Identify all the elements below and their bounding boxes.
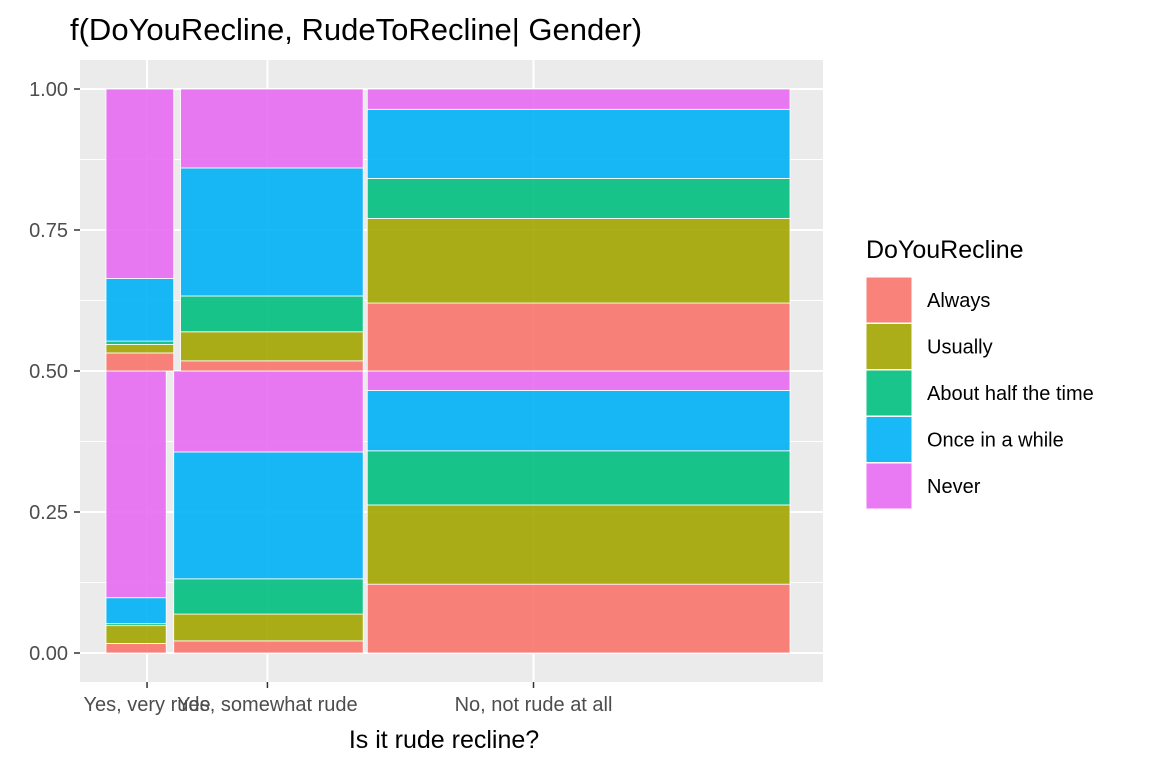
mosaic-tile xyxy=(105,340,175,345)
x-tick-label: Yes, very rude xyxy=(83,694,210,716)
x-axis-title: Is it rude recline? xyxy=(349,726,539,754)
mosaic-tile xyxy=(180,295,364,333)
legend-label: Usually xyxy=(927,337,993,359)
mosaic-tiles xyxy=(105,88,791,654)
y-tick-label: 0.25 xyxy=(29,502,68,524)
mosaic-tile xyxy=(366,218,791,304)
mosaic-tile xyxy=(105,88,175,279)
mosaic-tile xyxy=(366,450,791,506)
mosaic-tile xyxy=(105,370,167,599)
mosaic-tile xyxy=(173,370,364,453)
legend-key xyxy=(865,369,913,417)
mosaic-tile xyxy=(173,578,364,615)
x-tick-label: No, not rude at all xyxy=(455,694,613,716)
legend-key xyxy=(865,276,913,324)
mosaic-tile xyxy=(366,88,791,110)
legend-key xyxy=(865,462,913,510)
mosaic-tile xyxy=(366,177,791,219)
y-axis: 0.00 0.25 0.50 0.75 1.00 xyxy=(29,79,80,665)
mosaic-tile xyxy=(105,597,167,625)
mosaic-tile xyxy=(366,390,791,452)
mosaic-tile xyxy=(366,108,791,179)
y-tick-label: 0.75 xyxy=(29,220,68,242)
legend-key xyxy=(865,323,913,370)
mosaic-tile xyxy=(366,302,791,372)
mosaic-tile xyxy=(105,344,175,354)
y-tick-label: 0.00 xyxy=(29,643,68,665)
legend-title: DoYouRecline xyxy=(866,236,1024,264)
mosaic-tile xyxy=(180,167,364,297)
mosaic-tile xyxy=(105,278,175,342)
legend-label: Never xyxy=(927,476,981,498)
y-tick-label: 1.00 xyxy=(29,79,68,101)
mosaic-tile xyxy=(180,331,364,362)
mosaic-tile xyxy=(366,370,791,391)
legend-label: Always xyxy=(927,290,990,312)
legend-label: Once in a while xyxy=(927,430,1064,452)
mosaic-tile xyxy=(173,451,364,580)
mosaic-tile xyxy=(105,625,167,644)
mosaic-tile xyxy=(173,640,364,654)
mosaic-tile xyxy=(366,583,791,654)
mosaic-tile xyxy=(366,504,791,585)
x-tick-label: Yes, somewhat rude xyxy=(177,694,357,716)
chart-title: f(DoYouRecline, RudeToRecline| Gender) xyxy=(70,12,642,47)
y-tick-label: 0.50 xyxy=(29,361,68,383)
mosaic-tile xyxy=(105,643,167,654)
mosaic-tile xyxy=(180,88,364,169)
mosaic-tile xyxy=(173,613,364,642)
mosaic-tile xyxy=(105,352,175,372)
mosaic-tile xyxy=(180,360,364,372)
legend-key xyxy=(865,416,913,463)
legend: DoYouRecline Always Usually About half the… xyxy=(865,236,1094,510)
legend-label: About half the time xyxy=(927,383,1094,405)
